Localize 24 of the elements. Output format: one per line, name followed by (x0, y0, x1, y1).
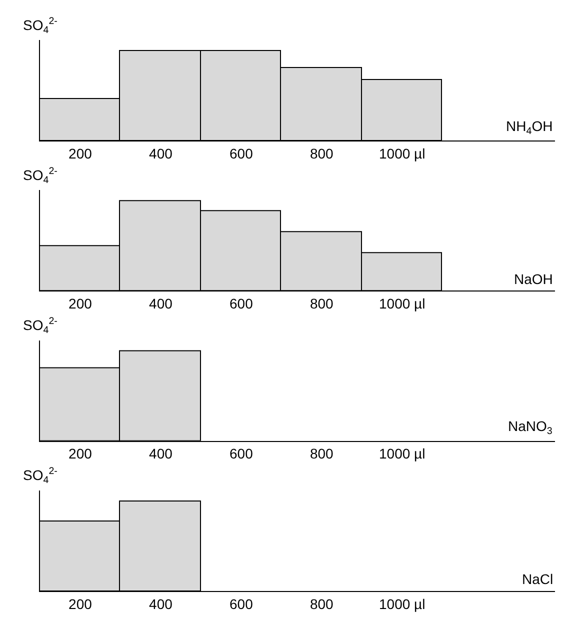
x-tick-label: 200 (68, 296, 92, 312)
x-tick-label: 800 (310, 446, 334, 462)
x-tick-label: 1000 µl (379, 145, 426, 162)
x-tick-label: 600 (229, 296, 254, 312)
x-tick-label: 800 (310, 145, 334, 162)
x-tick-label: 1000 µl (379, 596, 426, 612)
x-tick-label: 1000 µl (379, 296, 426, 312)
x-tick-label: 400 (149, 446, 173, 462)
x-axis-title: NaCl (522, 571, 554, 587)
x-tick-label: 200 (68, 446, 92, 462)
x-tick-label: 200 (68, 145, 92, 162)
x-tick-label: 800 (310, 296, 334, 312)
x-tick-label: 600 (229, 596, 254, 612)
x-tick-label: 200 (68, 596, 92, 612)
x-tick-label: 400 (149, 145, 173, 162)
x-axis-title: NH$_{4}$OH (506, 118, 553, 137)
x-tick-label: 400 (149, 296, 173, 312)
x-tick-label: 400 (149, 596, 173, 612)
x-tick-label: 800 (310, 596, 334, 612)
x-axis-title: NaNO$_{3}$ (508, 418, 553, 437)
x-tick-label: 600 (229, 145, 254, 162)
x-tick-label: 600 (229, 446, 254, 462)
x-axis-title: NaOH (514, 271, 553, 287)
x-tick-label: 1000 µl (379, 446, 426, 462)
